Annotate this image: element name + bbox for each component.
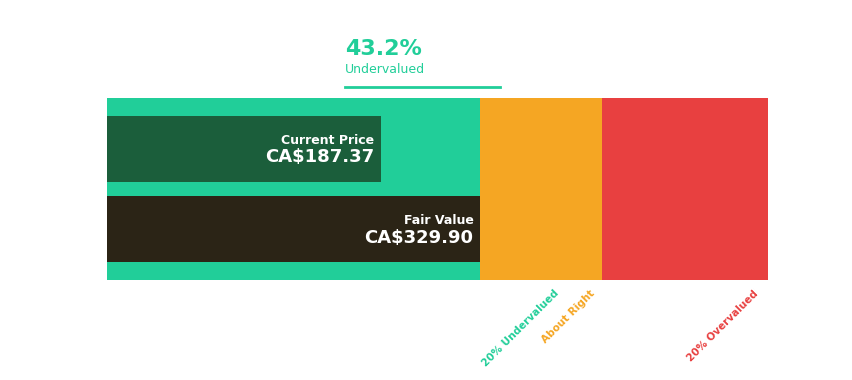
Bar [106,116,381,182]
Text: Undervalued: Undervalued [344,62,424,76]
Text: CA$187.37: CA$187.37 [265,148,374,166]
Text: 20% Undervalued: 20% Undervalued [480,288,560,369]
Text: CA$329.90: CA$329.90 [364,229,473,247]
Text: Current Price: Current Price [281,134,374,147]
Bar [602,98,767,280]
Text: 43.2%: 43.2% [344,38,421,59]
Text: About Right: About Right [539,288,596,345]
Text: Fair Value: Fair Value [403,214,473,227]
Bar [480,98,602,280]
Bar [106,196,480,262]
Bar [106,98,480,280]
Text: 20% Overvalued: 20% Overvalued [684,288,759,363]
